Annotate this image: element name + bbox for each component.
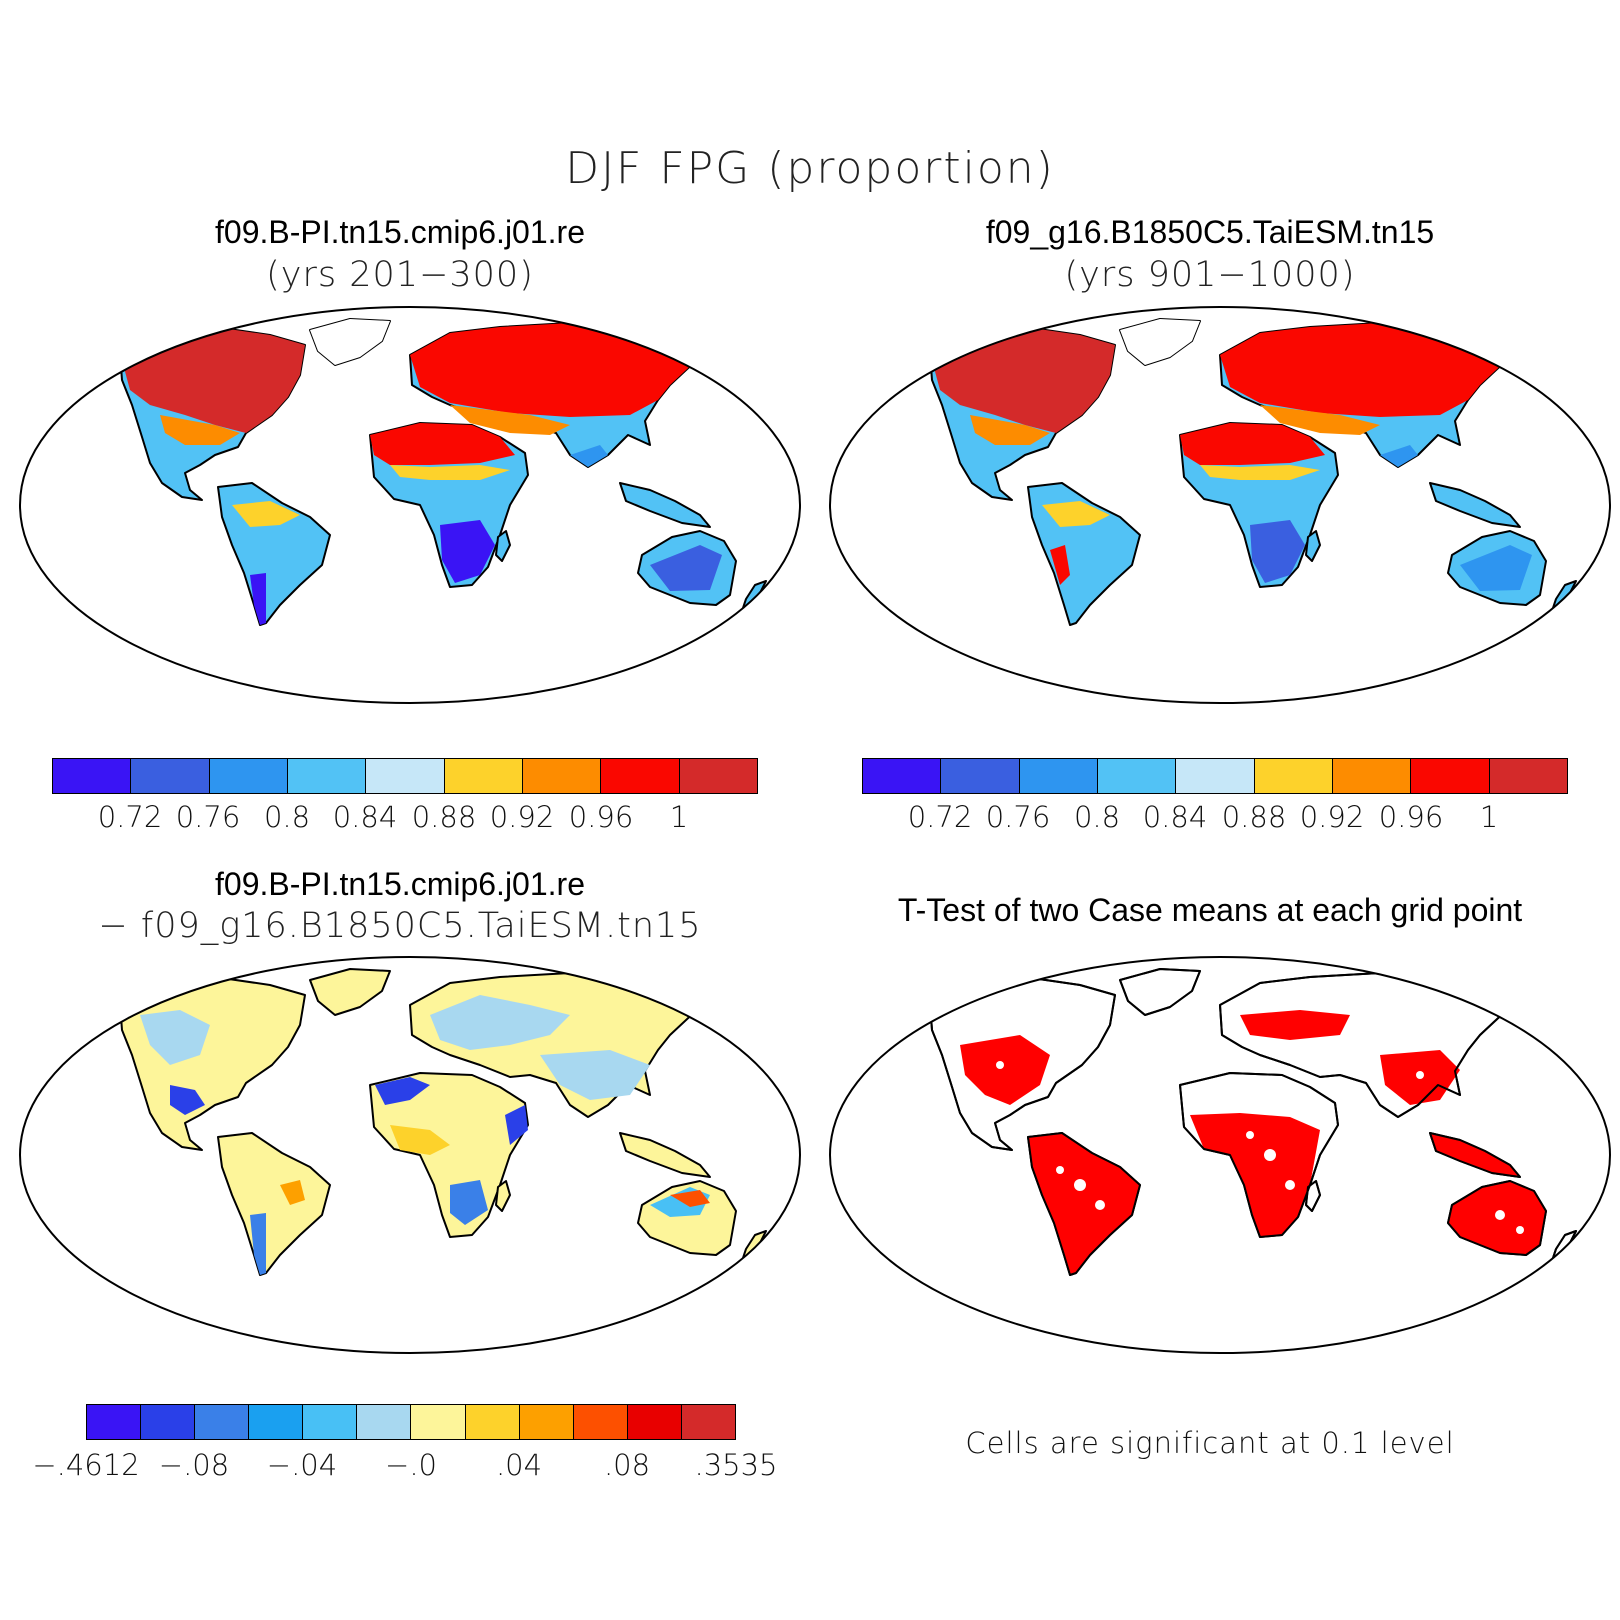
significance-note: Cells are significant at 0.1 level	[965, 1426, 1455, 1460]
colorbar-swatch	[141, 1405, 196, 1439]
colorbar-swatch	[303, 1405, 358, 1439]
panel2-tick: 0.88	[1221, 800, 1287, 834]
panel2-tick: 0.8	[1073, 800, 1121, 834]
panel2-tick: 1	[1479, 800, 1499, 834]
panel3-map	[19, 956, 801, 1354]
panel3-tick: .04	[495, 1448, 543, 1482]
colorbar-swatch	[249, 1405, 304, 1439]
panel3-tick: .3535	[694, 1448, 778, 1482]
panel2-map	[829, 306, 1611, 704]
colorbar-swatch	[53, 759, 132, 793]
colorbar-swatch	[1254, 759, 1333, 793]
panel3-tick: .08	[603, 1448, 651, 1482]
colorbar-swatch	[573, 1405, 628, 1439]
panel1-tick: 0.8	[263, 800, 311, 834]
panel2-years: (yrs 901−1000)	[1064, 255, 1356, 295]
panel3-case-title: f09.B-PI.tn15.cmip6.j01.re	[215, 866, 585, 902]
colorbar-swatch	[601, 759, 680, 793]
colorbar-swatch	[522, 759, 602, 793]
panel3-subtitle: − f09_g16.B1850C5.TaiESM.tn15	[98, 906, 702, 946]
panel4-title: T-Test of two Case means at each grid po…	[897, 892, 1523, 928]
panel2-tick: 0.84	[1142, 800, 1208, 834]
panel1-years: (yrs 201−300)	[266, 255, 534, 295]
colorbar-swatch	[941, 759, 1020, 793]
colorbar-swatch	[1332, 759, 1412, 793]
panel2-tick: 0.96	[1378, 800, 1444, 834]
colorbar-swatch	[131, 759, 210, 793]
panel4-map	[829, 956, 1611, 1354]
colorbar-swatch	[195, 1405, 250, 1439]
colorbar-swatch	[627, 1405, 682, 1439]
panel3-tick: −.0	[385, 1448, 437, 1482]
panel2-colorbar	[862, 758, 1568, 794]
colorbar-swatch	[366, 759, 445, 793]
panel1-colorbar	[52, 758, 758, 794]
colorbar-swatch	[1097, 759, 1177, 793]
colorbar-swatch	[1176, 759, 1255, 793]
colorbar-swatch	[209, 759, 288, 793]
colorbar-swatch	[411, 1405, 466, 1439]
panel1-tick: 0.84	[332, 800, 398, 834]
colorbar-swatch	[681, 1405, 735, 1439]
figure-title: DJF FPG (proportion)	[565, 143, 1055, 194]
panel1-tick: 0.76	[175, 800, 241, 834]
colorbar-swatch	[679, 759, 757, 793]
panel1-tick: 0.72	[97, 800, 163, 834]
colorbar-swatch	[1019, 759, 1098, 793]
colorbar-swatch	[287, 759, 367, 793]
panel3-colorbar	[86, 1404, 736, 1440]
colorbar-swatch	[519, 1405, 574, 1439]
panel3-tick: −.04	[266, 1448, 338, 1482]
panel1-case-title: f09.B-PI.tn15.cmip6.j01.re	[215, 214, 585, 250]
colorbar-swatch	[1411, 759, 1490, 793]
panel2-case-title: f09_g16.B1850C5.TaiESM.tn15	[985, 214, 1435, 250]
colorbar-swatch	[465, 1405, 520, 1439]
colorbar-swatch	[863, 759, 942, 793]
panel1-tick: 0.96	[568, 800, 634, 834]
panel1-map	[19, 306, 801, 704]
colorbar-swatch	[87, 1405, 142, 1439]
colorbar-swatch	[1489, 759, 1567, 793]
colorbar-swatch	[444, 759, 523, 793]
panel2-tick: 0.76	[985, 800, 1051, 834]
panel1-tick: 0.92	[489, 800, 555, 834]
colorbar-swatch	[357, 1405, 412, 1439]
panel3-tick: −.4612	[32, 1448, 140, 1482]
panel2-tick: 0.72	[907, 800, 973, 834]
panel1-tick: 1	[669, 800, 689, 834]
panel3-tick: −.08	[158, 1448, 230, 1482]
panel1-tick: 0.88	[411, 800, 477, 834]
panel2-tick: 0.92	[1299, 800, 1365, 834]
